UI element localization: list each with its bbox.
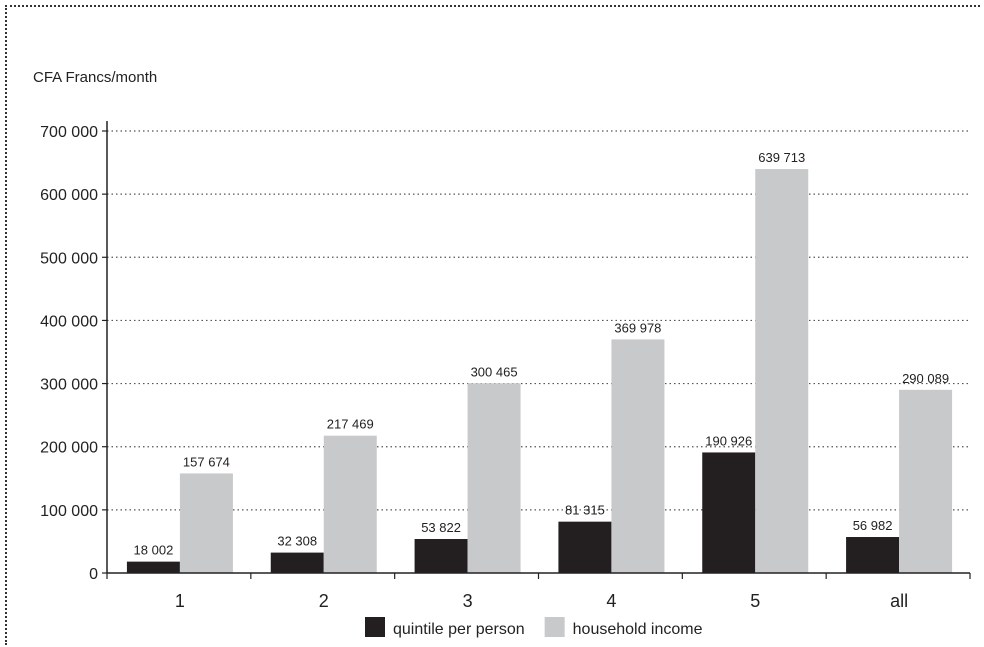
data-label: 157 674 <box>183 454 230 469</box>
x-axis-categories: 1 2 3 4 5 all <box>106 573 971 611</box>
data-label: 290 089 <box>902 371 949 386</box>
x-tick-label: 5 <box>750 591 760 611</box>
bar-quintile-per-person <box>558 521 612 573</box>
bar-household-income <box>611 339 665 573</box>
bar-quintile-per-person <box>126 561 180 573</box>
data-label: 53 822 <box>421 520 461 535</box>
y-tick-label: 400 000 <box>40 313 98 330</box>
y-tick-label: 200 000 <box>40 440 98 457</box>
legend-label: household income <box>573 621 703 638</box>
data-label: 18 002 <box>134 543 174 558</box>
y-tick-label: 300 000 <box>40 377 98 394</box>
bars <box>126 169 953 573</box>
bar-household-income <box>323 435 377 573</box>
legend-swatch <box>365 617 385 637</box>
y-tick-label: 700 000 <box>40 124 98 141</box>
y-axis-ticks: 0 100 000 200 000 300 000 400 000 500 000 600 … <box>40 121 108 583</box>
x-tick-label: 3 <box>463 591 473 611</box>
data-label: 32 308 <box>277 534 317 549</box>
y-tick-label: 100 000 <box>40 503 98 520</box>
data-label: 56 982 <box>853 518 893 533</box>
bar-quintile-per-person <box>846 537 900 573</box>
y-tick-label: 500 000 <box>40 250 98 267</box>
x-tick-label: all <box>890 591 908 611</box>
bar-quintile-per-person <box>414 539 468 573</box>
data-label: 300 465 <box>471 364 518 379</box>
legend-swatch <box>544 617 565 637</box>
data-label: 369 978 <box>614 320 661 335</box>
data-label: 81 315 <box>565 503 605 518</box>
y-axis-label: CFA Francs/month <box>33 69 157 86</box>
y-tick-label: 0 <box>89 566 98 583</box>
bar-quintile-per-person <box>270 552 324 573</box>
data-label: 217 469 <box>327 417 374 432</box>
bar-household-income <box>467 383 521 573</box>
bar-household-income <box>899 389 953 573</box>
x-tick-label: 4 <box>606 591 616 611</box>
gridlines <box>107 130 970 511</box>
legend-label: quintile per person <box>393 621 525 638</box>
data-label: 639 713 <box>758 150 805 165</box>
legend: quintile per person household income <box>365 617 703 638</box>
y-tick-label: 600 000 <box>40 187 98 204</box>
bar-quintile-per-person <box>702 452 756 573</box>
chart-frame <box>5 5 980 645</box>
data-labels: 18 002 157 674 32 308 217 469 53 822 300 465 8… <box>134 150 950 558</box>
x-tick-label: 2 <box>319 591 329 611</box>
data-label: 190 926 <box>705 433 752 448</box>
bar-household-income <box>755 169 809 573</box>
x-tick-label: 1 <box>175 591 185 611</box>
bar-household-income <box>179 473 233 573</box>
